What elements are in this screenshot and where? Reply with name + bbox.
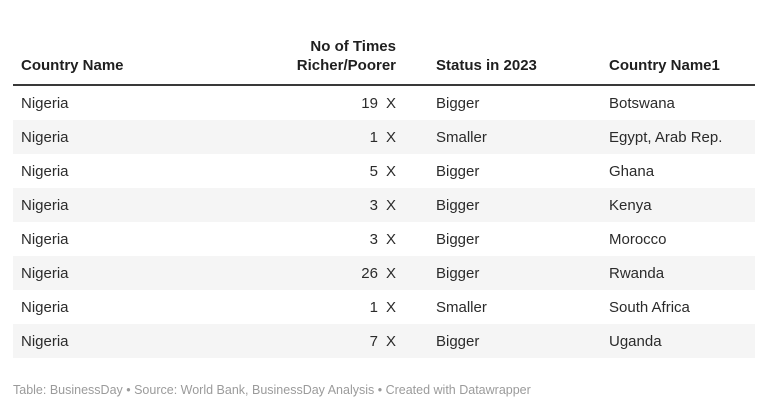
cell-status: Bigger [436, 264, 480, 282]
cell-country-name: Nigeria [21, 230, 69, 248]
table-row: Nigeria 19 X Bigger Botswana [13, 86, 755, 120]
column-header-status-in-2023: Status in 2023 [436, 57, 537, 74]
cell-times-richer-poorer: 26 X [263, 265, 398, 282]
table-header-row: Country Name No of Times Richer/Poorer S… [13, 0, 755, 86]
table-body: Nigeria 19 X Bigger Botswana Nigeria 1 X Smaller… [13, 86, 755, 358]
cell-country-name: Nigeria [21, 162, 69, 180]
table-row: Nigeria 7 X Bigger Uganda [13, 324, 755, 358]
column-header-no-of-times-richer-poorer: No of Times Richer/Poorer [263, 37, 398, 75]
cell-status: Bigger [436, 162, 480, 180]
times-value: 1 [369, 298, 378, 316]
column-header-line1: No of Times [310, 38, 396, 55]
times-unit: X [385, 128, 396, 146]
cell-country-name: Nigeria [21, 298, 69, 316]
cell-country-name: Nigeria [21, 128, 69, 146]
times-value: 26 [361, 264, 378, 282]
times-value: 7 [369, 332, 378, 350]
cell-status: Bigger [436, 332, 480, 350]
table-row: Nigeria 5 X Bigger Ghana [13, 154, 755, 188]
times-unit: X [385, 332, 396, 350]
cell-country-name: Nigeria [21, 264, 69, 282]
cell-status: Smaller [436, 298, 487, 316]
table-row: Nigeria 3 X Bigger Kenya [13, 188, 755, 222]
times-unit: X [385, 162, 396, 180]
table-row: Nigeria 1 X Smaller Egypt, Arab Rep. [13, 120, 755, 154]
table-row: Nigeria 1 X Smaller South Africa [13, 290, 755, 324]
column-header-country-name1: Country Name1 [609, 57, 720, 74]
cell-country-name1: South Africa [609, 298, 690, 316]
table-row: Nigeria 3 X Bigger Morocco [13, 222, 755, 256]
times-value: 3 [369, 230, 378, 248]
times-value: 19 [361, 94, 378, 112]
cell-country-name1: Morocco [609, 230, 667, 248]
cell-country-name1: Botswana [609, 94, 675, 112]
attribution-footer: Table: BusinessDay • Source: World Bank,… [13, 383, 531, 397]
cell-status: Smaller [436, 128, 487, 146]
times-unit: X [385, 264, 396, 282]
cell-country-name: Nigeria [21, 332, 69, 350]
cell-times-richer-poorer: 19 X [263, 95, 398, 112]
table-row: Nigeria 26 X Bigger Rwanda [13, 256, 755, 290]
cell-country-name: Nigeria [21, 94, 69, 112]
column-header-line2: Richer/Poorer [296, 57, 396, 74]
cell-country-name: Nigeria [21, 196, 69, 214]
cell-status: Bigger [436, 196, 480, 214]
cell-country-name1: Rwanda [609, 264, 665, 282]
cell-country-name1: Kenya [609, 196, 652, 214]
cell-status: Bigger [436, 230, 480, 248]
cell-country-name1: Uganda [609, 332, 662, 350]
times-value: 1 [369, 128, 378, 146]
times-value: 5 [369, 162, 378, 180]
column-header-country-name: Country Name [21, 57, 124, 74]
cell-status: Bigger [436, 94, 480, 112]
cell-country-name1: Egypt, Arab Rep. [609, 128, 723, 146]
times-unit: X [385, 94, 396, 112]
data-table: Country Name No of Times Richer/Poorer S… [13, 0, 755, 358]
cell-country-name1: Ghana [609, 162, 655, 180]
times-unit: X [385, 230, 396, 248]
times-value: 3 [369, 196, 378, 214]
times-unit: X [385, 196, 396, 214]
times-unit: X [385, 298, 396, 316]
